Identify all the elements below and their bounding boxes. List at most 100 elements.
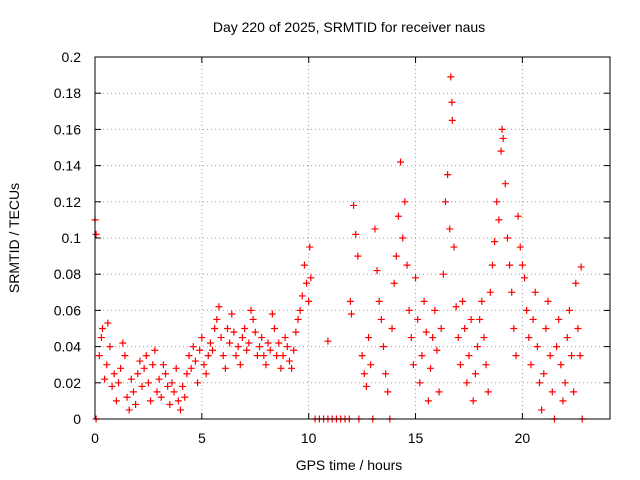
data-point <box>129 388 137 396</box>
data-point <box>491 238 499 246</box>
data-point <box>262 361 270 369</box>
data-point <box>298 292 306 300</box>
data-point <box>194 379 202 387</box>
data-point <box>448 98 456 106</box>
data-point <box>521 274 529 282</box>
data-point <box>498 125 506 133</box>
data-point <box>164 382 172 390</box>
data-point <box>251 328 259 336</box>
data-point <box>125 406 133 414</box>
data-point <box>503 234 511 242</box>
data-point <box>469 397 477 405</box>
data-point <box>570 388 578 396</box>
data-point <box>352 230 360 238</box>
axis-ticks: 0 0.02 0.04 0.06 0.08 0.1 0.12 0.14 0.16 0.18 0.2 0… <box>54 49 610 446</box>
data-point <box>375 297 383 305</box>
data-point <box>459 297 467 305</box>
data-point <box>347 310 355 318</box>
data-point <box>510 325 518 332</box>
x-axis-label: GPS time / hours <box>296 457 403 473</box>
data-point <box>480 334 488 342</box>
chart-title: Day 220 of 2025, SRMTID for receiver nau… <box>213 19 485 35</box>
data-point <box>191 357 199 365</box>
data-points <box>91 73 586 423</box>
data-point <box>403 261 411 269</box>
data-point <box>103 361 111 369</box>
data-point <box>268 310 276 318</box>
data-point <box>416 379 424 387</box>
data-point <box>367 361 375 369</box>
data-point <box>542 325 550 332</box>
data-point <box>484 388 492 396</box>
data-point <box>230 328 238 336</box>
data-point <box>441 198 449 206</box>
data-point <box>431 306 439 314</box>
data-point <box>409 361 417 369</box>
data-point <box>358 352 366 360</box>
data-point <box>535 379 543 387</box>
y-tick-label: 0 <box>73 411 81 427</box>
data-point <box>394 212 402 220</box>
data-point <box>563 334 571 342</box>
data-point <box>463 379 471 387</box>
y-tick-label: 0.14 <box>54 158 81 174</box>
data-point <box>497 147 505 155</box>
data-point <box>119 339 127 347</box>
data-point <box>217 334 225 342</box>
data-point <box>185 352 193 360</box>
data-point <box>219 352 227 360</box>
data-point <box>390 279 398 287</box>
data-point <box>176 406 184 414</box>
data-point <box>121 352 129 360</box>
data-point <box>292 328 300 336</box>
data-point <box>306 243 314 251</box>
data-point <box>531 288 539 296</box>
data-point <box>273 352 281 360</box>
data-point <box>155 375 163 383</box>
data-point <box>478 297 486 305</box>
data-point <box>424 397 432 405</box>
data-point <box>471 370 479 378</box>
data-point <box>92 230 100 238</box>
data-point <box>110 370 118 378</box>
data-point <box>123 393 131 401</box>
data-point <box>399 234 407 242</box>
data-point <box>168 379 176 387</box>
data-point <box>444 171 452 179</box>
data-point <box>576 352 584 360</box>
data-point <box>98 325 106 332</box>
data-point <box>223 325 231 332</box>
data-point <box>365 334 373 342</box>
data-point <box>418 352 426 360</box>
data-point <box>482 361 490 369</box>
data-point <box>238 334 246 342</box>
data-point <box>285 357 293 365</box>
data-point <box>95 352 103 360</box>
data-point <box>140 364 148 372</box>
data-point <box>508 288 516 296</box>
data-point <box>151 346 159 354</box>
data-point <box>538 406 546 414</box>
data-point <box>204 352 212 360</box>
data-point <box>499 134 507 142</box>
data-point <box>447 73 455 81</box>
data-point <box>426 364 434 372</box>
data-point <box>115 379 123 387</box>
data-point <box>260 352 268 360</box>
data-point <box>382 370 390 378</box>
data-point <box>397 158 405 166</box>
data-point <box>523 306 531 314</box>
data-point <box>412 274 420 282</box>
data-point <box>149 361 157 369</box>
y-tick-label: 0.18 <box>54 85 81 101</box>
x-tick-label: 20 <box>515 430 531 446</box>
data-point <box>200 361 208 369</box>
data-point <box>132 401 140 409</box>
data-point <box>170 388 178 396</box>
data-point <box>211 325 219 332</box>
data-point <box>271 325 279 332</box>
data-point <box>101 375 109 383</box>
grid-layer <box>95 57 610 419</box>
data-point <box>437 325 445 332</box>
data-point <box>422 328 430 336</box>
